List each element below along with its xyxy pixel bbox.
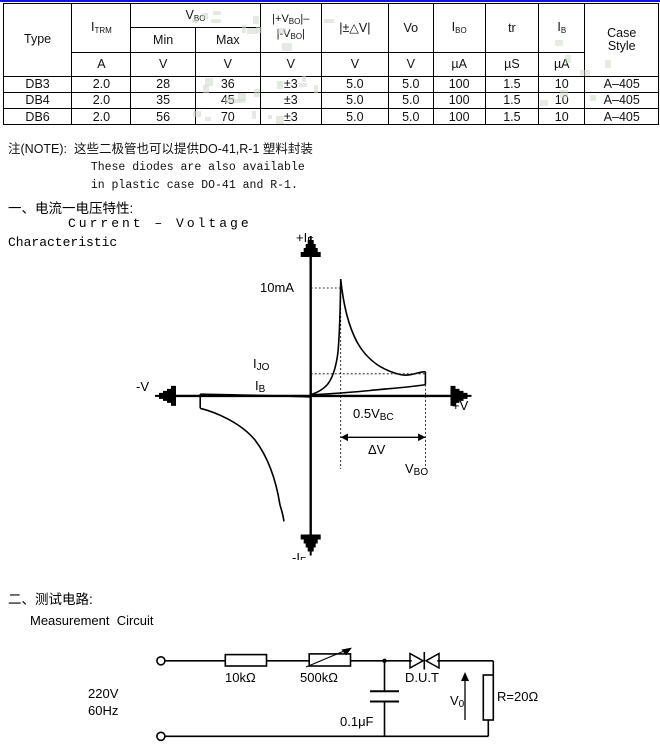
svg-text:60Hz: 60Hz <box>88 703 118 718</box>
svg-text:0.5VBC: 0.5VBC <box>353 406 394 423</box>
svg-text:+V: +V <box>452 398 469 413</box>
svg-text:220V: 220V <box>88 686 119 701</box>
svg-text:R=20Ω: R=20Ω <box>497 689 538 704</box>
svg-text:IJO: IJO <box>253 356 270 373</box>
svg-text:D.U.T: D.U.T <box>405 670 439 685</box>
svg-text:500kΩ: 500kΩ <box>300 670 338 685</box>
svg-text:VBO: VBO <box>405 461 428 478</box>
svg-text:+IF: +IF <box>296 230 313 247</box>
svg-text:V0: V0 <box>450 693 465 710</box>
svg-text:10mA: 10mA <box>260 280 294 295</box>
svg-text:0.1μF: 0.1μF <box>340 714 374 729</box>
svg-text:-V: -V <box>136 379 149 394</box>
svg-text:10kΩ: 10kΩ <box>225 670 256 685</box>
svg-text:-IF: -IF <box>292 550 306 560</box>
svg-text:ΔV: ΔV <box>368 442 386 457</box>
svg-text:IB: IB <box>255 378 266 395</box>
